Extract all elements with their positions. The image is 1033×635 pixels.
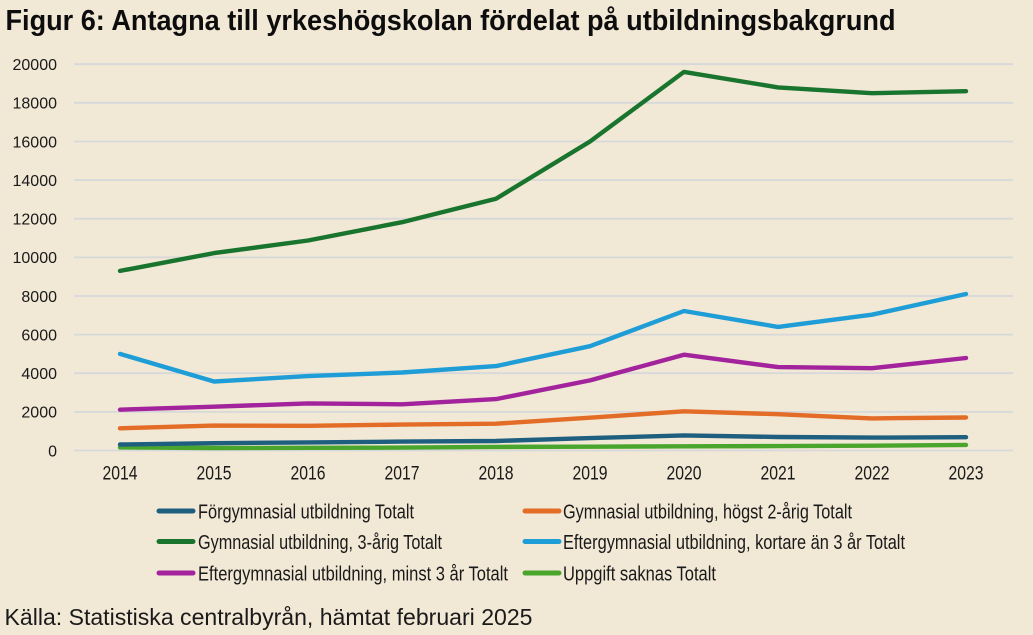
svg-text:2018: 2018 xyxy=(479,463,514,485)
svg-text:14000: 14000 xyxy=(13,173,58,190)
svg-text:Förgymnasial utbildning Totalt: Förgymnasial utbildning Totalt xyxy=(198,501,414,523)
svg-text:Källa: Statistiska centralbyrå: Källa: Statistiska centralbyrån, hämtat … xyxy=(5,604,533,630)
svg-text:Gymnasial utbildning, 3-årig T: Gymnasial utbildning, 3-årig Totalt xyxy=(198,532,442,554)
svg-text:2014: 2014 xyxy=(103,463,138,485)
svg-text:2021: 2021 xyxy=(761,463,796,485)
svg-text:2022: 2022 xyxy=(855,463,890,485)
svg-text:2020: 2020 xyxy=(667,463,702,485)
svg-text:18000: 18000 xyxy=(13,96,58,113)
svg-text:Gymnasial utbildning, högst 2-: Gymnasial utbildning, högst 2-årig Total… xyxy=(563,501,852,523)
svg-text:16000: 16000 xyxy=(13,134,58,151)
svg-text:2019: 2019 xyxy=(573,463,608,485)
svg-text:Figur 6: Antagna till yrkeshög: Figur 6: Antagna till yrkeshögskolan för… xyxy=(6,5,896,37)
svg-text:2017: 2017 xyxy=(385,463,420,485)
svg-text:Eftergymnasial utbildning, kor: Eftergymnasial utbildning, kortare än 3 … xyxy=(563,532,905,554)
svg-text:Eftergymnasial utbildning, min: Eftergymnasial utbildning, minst 3 år To… xyxy=(198,563,508,585)
svg-text:2000: 2000 xyxy=(21,405,57,422)
svg-text:4000: 4000 xyxy=(21,366,57,383)
svg-text:2015: 2015 xyxy=(197,463,232,485)
svg-text:0: 0 xyxy=(48,443,57,460)
svg-text:10000: 10000 xyxy=(13,250,58,267)
svg-text:6000: 6000 xyxy=(21,328,57,345)
svg-text:Uppgift saknas Totalt: Uppgift saknas Totalt xyxy=(563,563,716,585)
svg-text:20000: 20000 xyxy=(13,57,58,74)
svg-text:8000: 8000 xyxy=(21,289,57,306)
svg-text:12000: 12000 xyxy=(13,212,58,229)
svg-text:2023: 2023 xyxy=(949,463,984,485)
svg-text:2016: 2016 xyxy=(291,463,326,485)
